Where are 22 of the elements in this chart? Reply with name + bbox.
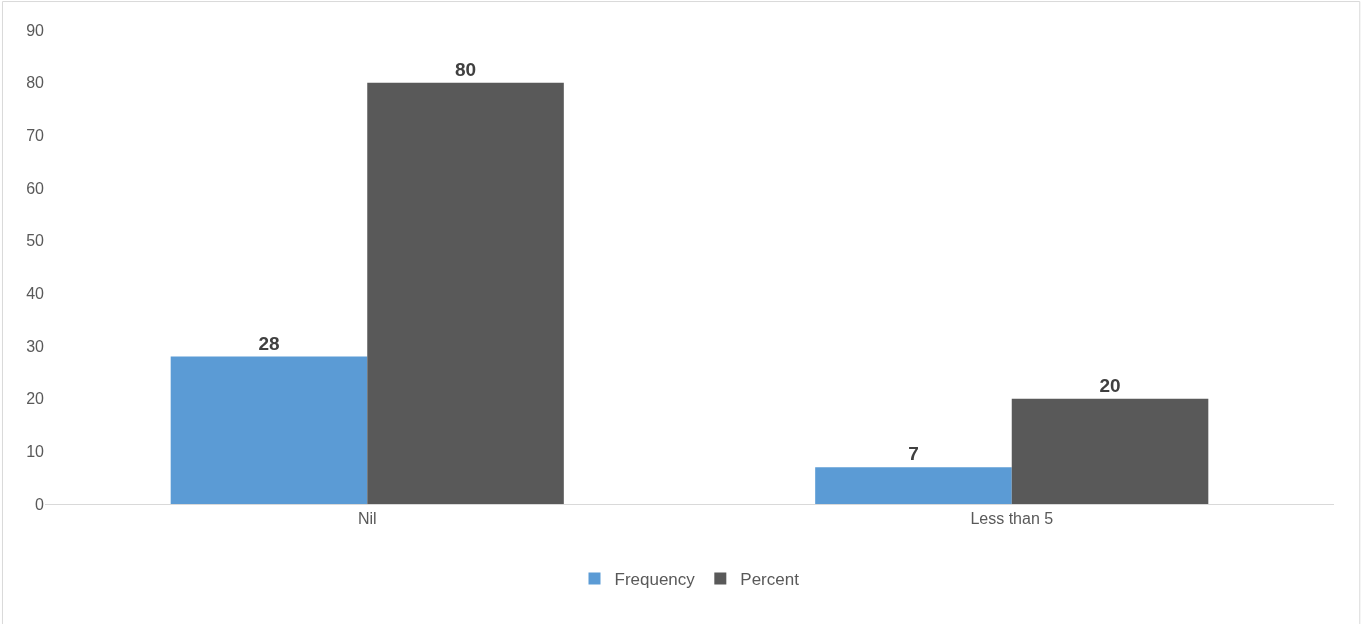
bar bbox=[1011, 398, 1209, 504]
bar bbox=[367, 82, 564, 504]
bar bbox=[170, 356, 368, 504]
bar bbox=[815, 467, 1012, 504]
data-label: 20 bbox=[1099, 374, 1121, 396]
data-label: 28 bbox=[258, 332, 280, 354]
y-tick-label: 50 bbox=[26, 232, 45, 250]
y-tick-label: 60 bbox=[26, 179, 45, 197]
y-tick-label: 40 bbox=[26, 284, 45, 302]
y-tick-label: 80 bbox=[26, 74, 45, 92]
legend-label: Percent bbox=[740, 570, 800, 590]
y-tick-label: 90 bbox=[26, 21, 45, 39]
y-tick-label: 20 bbox=[26, 390, 45, 408]
data-label: 80 bbox=[454, 58, 477, 80]
y-tick-label: 0 bbox=[35, 495, 45, 513]
x-tick-label: Less than 5 bbox=[970, 510, 1054, 528]
legend-label: Frequency bbox=[614, 570, 696, 590]
y-tick-label: 30 bbox=[26, 337, 45, 355]
y-tick-label: 10 bbox=[26, 442, 45, 460]
y-tick-label: 70 bbox=[26, 126, 45, 144]
x-tick-label: Nil bbox=[357, 510, 377, 528]
data-label: 7 bbox=[908, 443, 919, 465]
